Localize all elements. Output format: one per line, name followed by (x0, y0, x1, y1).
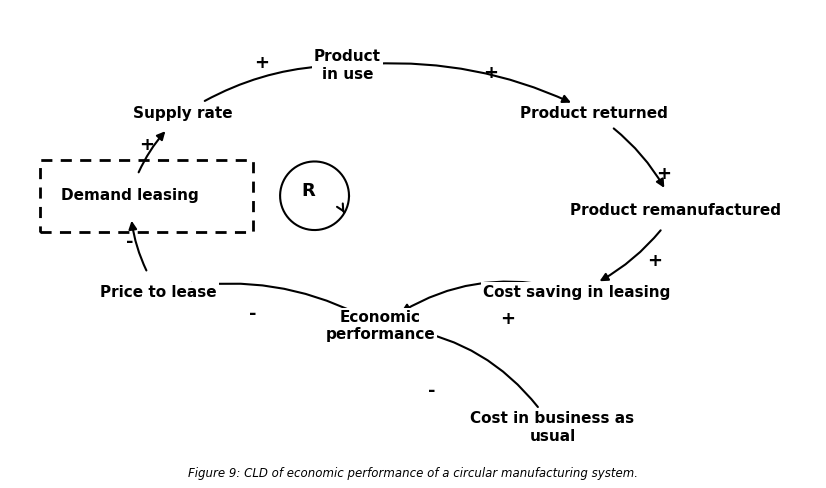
FancyArrowPatch shape (407, 327, 538, 407)
Text: -: - (428, 382, 435, 400)
Text: Figure 9: CLD of economic performance of a circular manufacturing system.: Figure 9: CLD of economic performance of… (188, 468, 638, 480)
Text: +: + (648, 252, 662, 270)
Text: +: + (483, 64, 498, 81)
Text: Economic
performance: Economic performance (325, 310, 435, 342)
Text: R: R (301, 182, 315, 200)
Text: +: + (656, 165, 671, 183)
Text: -: - (249, 305, 257, 323)
Text: Cost saving in leasing: Cost saving in leasing (483, 285, 671, 300)
FancyArrowPatch shape (614, 128, 663, 186)
FancyArrowPatch shape (139, 133, 164, 172)
Text: Supply rate: Supply rate (134, 106, 233, 121)
FancyArrowPatch shape (186, 283, 358, 314)
FancyArrowPatch shape (601, 230, 661, 280)
Bar (40, 160, 253, 232)
Text: Product returned: Product returned (520, 106, 667, 121)
Text: +: + (139, 136, 154, 154)
Text: Cost in business as
usual: Cost in business as usual (471, 411, 634, 444)
FancyArrowPatch shape (130, 223, 146, 270)
FancyArrowPatch shape (403, 282, 553, 311)
Text: +: + (254, 54, 268, 72)
FancyArrowPatch shape (373, 63, 569, 102)
Text: -: - (126, 233, 134, 250)
Text: Demand leasing: Demand leasing (61, 188, 199, 203)
FancyArrowPatch shape (205, 64, 320, 101)
Text: Product remanufactured: Product remanufactured (570, 203, 781, 218)
Text: +: + (500, 310, 515, 328)
Text: Product
in use: Product in use (314, 49, 381, 81)
Text: Price to lease: Price to lease (100, 285, 217, 300)
